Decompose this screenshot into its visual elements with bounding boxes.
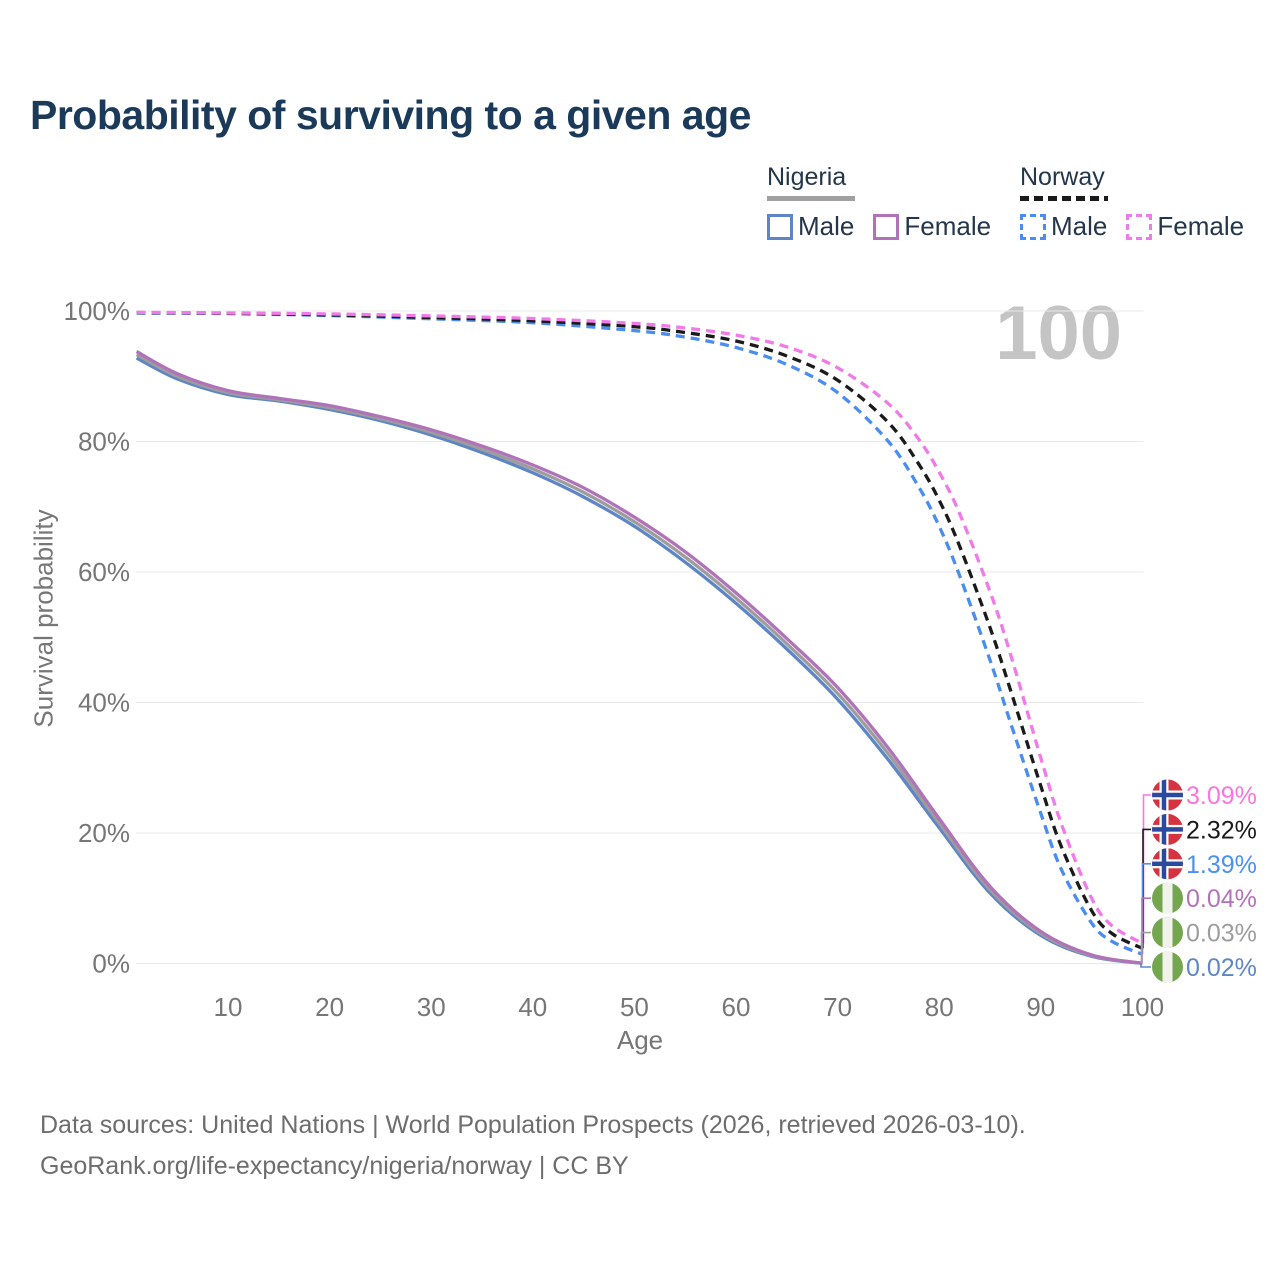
x-tick-label: 60	[722, 992, 751, 1022]
legend-label-norway-female: Female	[1157, 211, 1245, 241]
nigeria-line-style-swatch	[767, 196, 855, 201]
legend-item-norway-female[interactable]: Female	[1126, 211, 1244, 242]
legend-label-nigeria-male: Male	[798, 211, 855, 241]
page-title: Probability of surviving to a given age	[30, 92, 751, 138]
x-tick-label: 30	[417, 992, 446, 1022]
x-tick-label: 90	[1026, 992, 1055, 1022]
hover-age-watermark: 100	[995, 291, 1122, 376]
x-tick-label: 50	[620, 992, 649, 1022]
y-tick-label: 40%	[78, 688, 130, 718]
x-tick-label: 10	[214, 992, 243, 1022]
x-tick-label: 100	[1121, 992, 1164, 1022]
footer-sources: Data sources: United Nations | World Pop…	[40, 1111, 1026, 1139]
norway-line-style-swatch	[1020, 196, 1108, 201]
end-label-value: 0.02%	[1186, 954, 1257, 982]
checkbox-nigeria-female[interactable]	[873, 213, 900, 240]
end-label-value: 0.03%	[1186, 920, 1257, 948]
checkbox-norway-male[interactable]	[1020, 213, 1046, 240]
norway-flag-icon	[1152, 780, 1183, 811]
nigeria-flag-icon	[1152, 883, 1183, 914]
x-tick-label: 20	[315, 992, 344, 1022]
x-tick-label: 40	[518, 992, 547, 1022]
footer: Data sources: United Nations | World Pop…	[40, 1105, 1026, 1187]
legend-group-norway: Norway Male Female	[1020, 163, 1263, 242]
end-label-value: 2.32%	[1186, 816, 1257, 844]
y-tick-label: 0%	[92, 949, 130, 979]
legend-item-nigeria-male[interactable]: Male	[767, 211, 854, 242]
legend-item-norway-male[interactable]: Male	[1020, 211, 1107, 242]
leader-line	[1140, 931, 1151, 964]
legend-item-nigeria-female[interactable]: Female	[873, 211, 991, 242]
norway-flag-icon	[1152, 814, 1183, 845]
y-tick-label: 100%	[64, 296, 131, 326]
end-label-value: 0.04%	[1186, 885, 1257, 913]
series-line-nigeria_both[interactable]	[135, 353, 1143, 965]
legend-country-norway: Norway	[1020, 163, 1105, 191]
y-tick-label: 80%	[78, 427, 130, 457]
x-tick-label: 80	[925, 992, 954, 1022]
series-line-norway_both[interactable]	[136, 310, 1144, 950]
y-tick-label: 60%	[78, 557, 130, 587]
norway-flag-icon	[1152, 848, 1183, 879]
end-label-value: 1.39%	[1186, 851, 1257, 879]
checkbox-nigeria-male[interactable]	[767, 213, 793, 240]
series-line-nigeria_female[interactable]	[135, 350, 1143, 965]
legend-label-nigeria-female: Female	[904, 211, 992, 241]
end-label-value: 3.09%	[1186, 782, 1257, 810]
leader-line	[1140, 963, 1151, 968]
x-axis-title: Age	[616, 1025, 664, 1055]
y-tick-label: 20%	[78, 818, 130, 848]
nigeria-flag-icon	[1152, 952, 1183, 983]
series-line-norway_female[interactable]	[136, 310, 1144, 945]
nigeria-flag-icon	[1152, 917, 1183, 948]
footer-license: GeoRank.org/life-expectancy/nigeria/norw…	[40, 1152, 629, 1180]
leader-line	[1142, 794, 1151, 944]
checkbox-norway-female[interactable]	[1126, 213, 1153, 240]
x-tick-label: 70	[823, 992, 852, 1022]
legend-country-nigeria: Nigeria	[767, 163, 847, 191]
legend-group-nigeria: Nigeria Male Female	[767, 163, 1010, 242]
legend-label-norway-male: Male	[1051, 211, 1108, 241]
